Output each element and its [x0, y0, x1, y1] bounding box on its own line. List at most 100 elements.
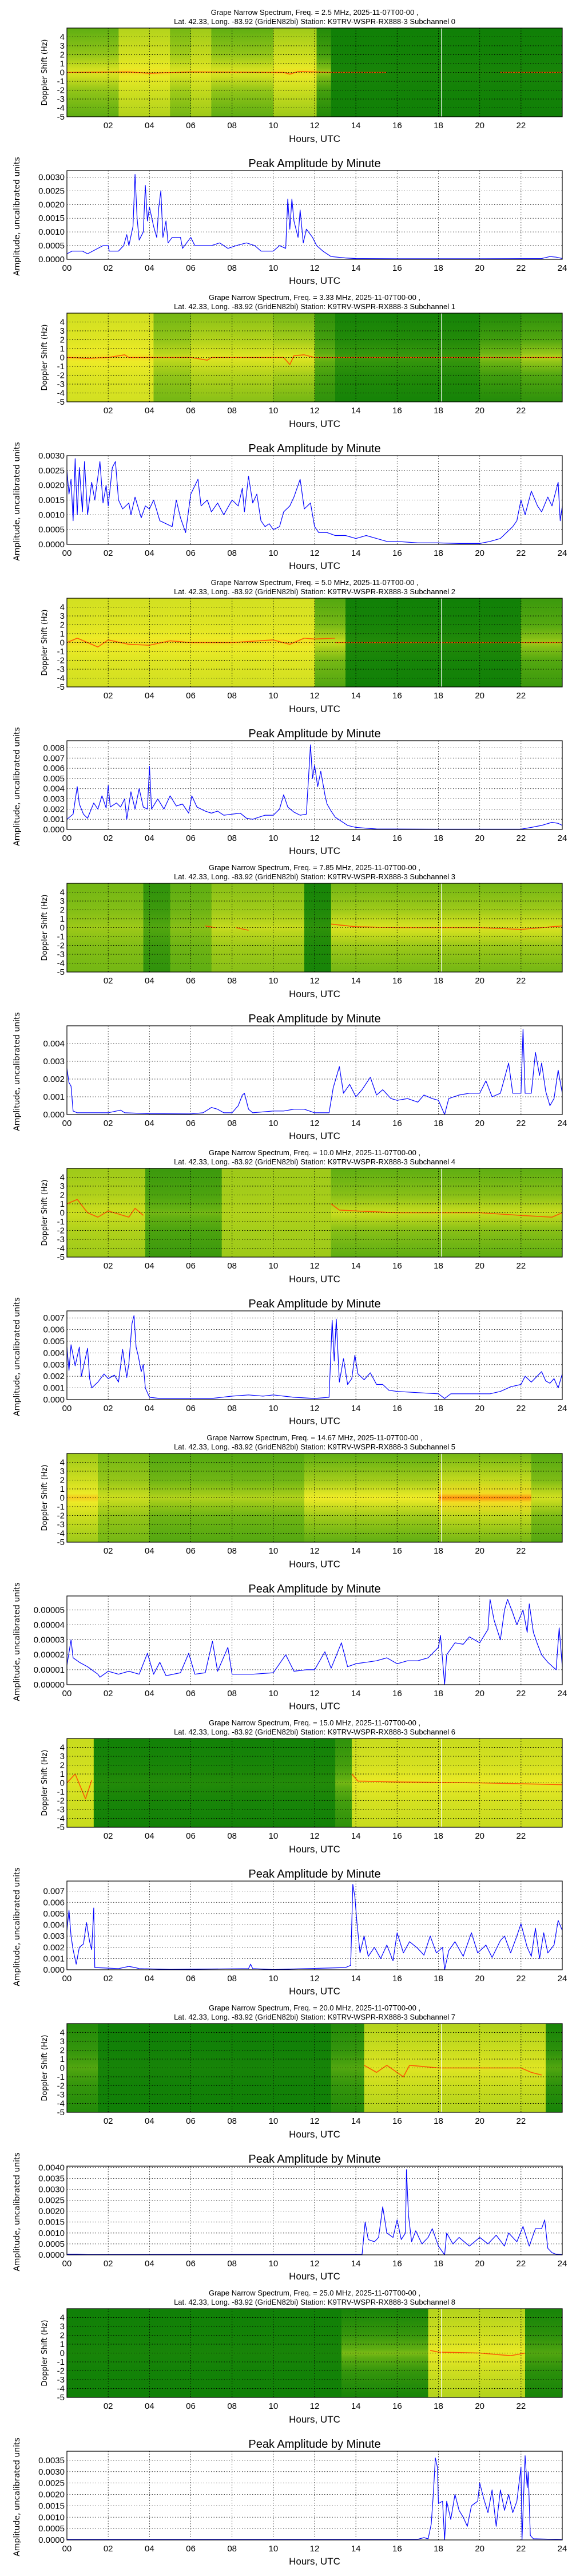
- x-tick-label: 18: [434, 263, 443, 273]
- x-tick-label: 22: [516, 2544, 526, 2554]
- channel-figure: Grape Narrow Spectrum, Freq. = 2.5 MHz, …: [13, 8, 567, 285]
- y-tick-label: 0.00002: [34, 1650, 65, 1660]
- y-tick-label: 0.0005: [38, 241, 65, 251]
- spectrogram-y-axis-label: Doppler Shift (Hz): [41, 1750, 49, 1816]
- x-tick-label: 08: [227, 263, 237, 273]
- x-tick-label: 18: [434, 691, 443, 701]
- channel-panel: Grape Narrow Spectrum, Freq. = 3.33 MHz,…: [0, 285, 572, 570]
- spectrogram-band: [304, 883, 331, 972]
- y-tick-label: -4: [57, 2099, 65, 2109]
- x-tick-label: 12: [310, 976, 320, 986]
- channel-panel: Grape Narrow Spectrum, Freq. = 14.67 MHz…: [0, 1425, 572, 1710]
- x-tick-label: 00: [62, 2544, 72, 2554]
- spectrogram-y-axis-label: Doppler Shift (Hz): [41, 610, 49, 676]
- y-tick-label: 0.0030: [38, 2467, 65, 2477]
- x-tick-label: 16: [392, 121, 402, 131]
- amplitude-x-axis-label: Hours, UTC: [289, 2556, 340, 2566]
- y-tick-label: 0.0035: [38, 2174, 65, 2183]
- y-tick-label: 0: [60, 1779, 65, 1788]
- x-tick-label: 20: [475, 263, 484, 273]
- x-tick-label: 16: [392, 263, 402, 273]
- y-tick-label: 0.006: [43, 1898, 65, 1907]
- x-tick-label: 10: [268, 1119, 278, 1128]
- y-tick-label: 3: [60, 2322, 65, 2332]
- x-tick-label: 20: [475, 2116, 484, 2126]
- x-tick-label: 18: [434, 121, 443, 131]
- spectrogram-title-line2: Lat. 42.33, Long. -83.92 (GridEN82bi) St…: [174, 872, 455, 881]
- channel-panel: Grape Narrow Spectrum, Freq. = 15.0 MHz,…: [0, 1710, 572, 1996]
- x-tick-label: 04: [145, 1831, 154, 1841]
- x-tick-label: 18: [434, 1974, 443, 1984]
- x-tick-label: 06: [186, 263, 196, 273]
- amplitude-chart-title: Peak Amplitude by Minute: [248, 1298, 380, 1310]
- y-tick-label: 0.0010: [38, 227, 65, 237]
- y-tick-label: 3: [60, 611, 65, 621]
- y-tick-label: 1: [60, 1199, 65, 1209]
- spectrogram-y-axis-label: Doppler Shift (Hz): [41, 895, 49, 961]
- y-tick-label: -3: [57, 2090, 65, 2100]
- amplitude-frame: [66, 1025, 563, 1115]
- x-tick-label: 00: [62, 2259, 72, 2269]
- x-tick-label: 16: [392, 1546, 402, 1556]
- amplitude-x-axis-label: Hours, UTC: [289, 1986, 340, 1996]
- y-tick-label: 4: [60, 318, 65, 327]
- x-tick-label: 14: [351, 263, 361, 273]
- x-tick-label: 06: [186, 976, 196, 986]
- x-tick-label: 06: [186, 833, 196, 843]
- y-tick-label: 0.00003: [34, 1635, 65, 1645]
- amplitude-series-line: [66, 1599, 563, 1685]
- x-tick-label: 20: [475, 2259, 484, 2269]
- x-tick-label: 12: [310, 691, 320, 701]
- spectrogram-frame: [66, 598, 563, 688]
- x-tick-label: 08: [227, 2116, 237, 2126]
- y-tick-label: -2: [57, 1511, 65, 1521]
- x-tick-label: 18: [434, 1119, 443, 1128]
- spectrogram: [67, 2309, 562, 2397]
- y-tick-label: -1: [57, 77, 65, 86]
- x-tick-label: 04: [145, 2544, 154, 2554]
- doppler-trace: [205, 925, 216, 929]
- x-tick-label: 10: [268, 2116, 278, 2126]
- x-tick-label: 02: [104, 1831, 113, 1841]
- x-tick-label: 20: [475, 1119, 484, 1128]
- y-tick-label: 0.0020: [38, 200, 65, 210]
- x-tick-label: 24: [558, 2544, 567, 2554]
- y-tick-label: 0.0030: [38, 451, 65, 461]
- channel-figure: Grape Narrow Spectrum, Freq. = 3.33 MHz,…: [13, 293, 567, 570]
- y-tick-label: 0.002: [43, 804, 65, 814]
- x-tick-label: 18: [434, 2401, 443, 2411]
- spectrogram-band: [531, 1453, 562, 1542]
- amplitude-frame: [66, 1880, 563, 1970]
- amplitude-series-line: [66, 174, 563, 259]
- x-tick-label: 20: [475, 976, 484, 986]
- y-tick-label: -5: [57, 2393, 65, 2403]
- x-tick-label: 22: [516, 1831, 526, 1841]
- spectrogram-x-axis-label: Hours, UTC: [289, 704, 340, 714]
- spectrogram-frame: [66, 2023, 563, 2113]
- channel-panel: Grape Narrow Spectrum, Freq. = 5.0 MHz, …: [0, 570, 572, 855]
- y-tick-label: 2: [60, 2331, 65, 2341]
- x-tick-label: 06: [186, 2401, 196, 2411]
- amplitude-frame: [66, 455, 563, 545]
- spectrogram-x-axis-label: Hours, UTC: [289, 1559, 340, 1570]
- x-tick-label: 16: [392, 1261, 402, 1271]
- amplitude-y-axis-label: Amplitude, uncalibrated units: [13, 157, 22, 276]
- x-tick-label: 08: [227, 1831, 237, 1841]
- y-tick-label: 1: [60, 1769, 65, 1779]
- amplitude-x-axis-label: Hours, UTC: [289, 2271, 340, 2281]
- x-tick-label: 08: [227, 833, 237, 843]
- y-tick-label: -5: [57, 1253, 65, 1262]
- y-tick-label: -5: [57, 1823, 65, 1832]
- amplitude-x-axis-label: Hours, UTC: [289, 1131, 340, 1140]
- y-tick-label: -4: [57, 1244, 65, 1254]
- amplitude-x-axis-label: Hours, UTC: [289, 275, 340, 285]
- amplitude-y-axis-label: Amplitude, uncalibrated units: [13, 1012, 22, 1131]
- spectrogram-title-line2: Lat. 42.33, Long. -83.92 (GridEN82bi) St…: [174, 1728, 455, 1736]
- x-tick-label: 20: [475, 1261, 484, 1271]
- amplitude-chart-title: Peak Amplitude by Minute: [248, 2438, 380, 2451]
- y-tick-label: 0.001: [43, 1384, 65, 1393]
- x-tick-label: 04: [145, 548, 154, 558]
- y-tick-label: -4: [57, 2384, 65, 2394]
- spectrogram-title-line1: Grape Narrow Spectrum, Freq. = 2.5 MHz, …: [211, 8, 419, 17]
- y-tick-label: 1: [60, 344, 65, 354]
